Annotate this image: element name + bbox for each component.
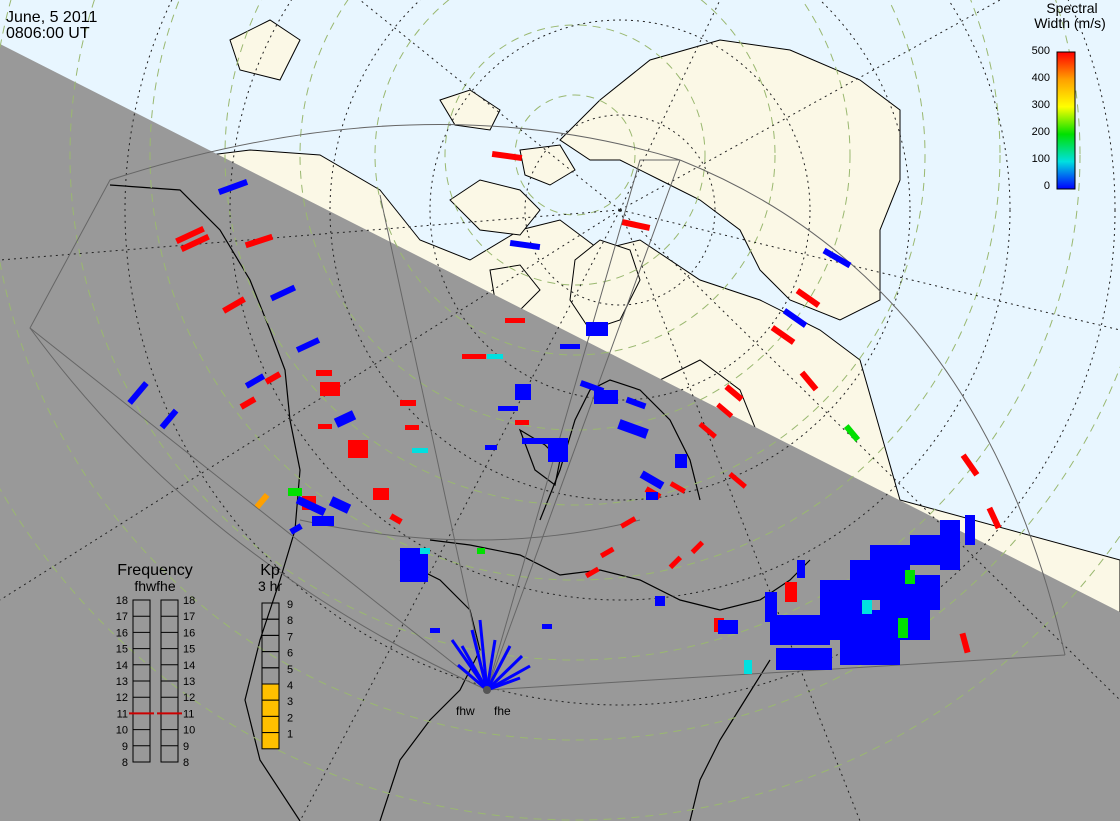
radar-label-fhw: fhw <box>456 704 475 718</box>
kp-level: 4 <box>287 680 293 692</box>
frequency-level-left: 11 <box>117 708 128 720</box>
kp-level: 9 <box>287 599 293 611</box>
frequency-panel: Frequency fhwfhe 18 18 17 17 16 16 15 15 14 14 13 1… <box>116 562 196 769</box>
frequency-level-right: 13 <box>183 676 195 688</box>
frequency-level-right: 10 <box>183 725 195 737</box>
frequency-level-left: 15 <box>116 644 128 656</box>
kp-level: 6 <box>287 648 293 660</box>
radar-label-fhe: fhe <box>494 704 511 718</box>
nightside-coastlines <box>109 184 811 821</box>
frequency-level-left: 9 <box>122 741 128 753</box>
kp-level: 3 <box>287 696 293 708</box>
kp-level: 8 <box>287 615 293 627</box>
kp-cell <box>261 732 280 750</box>
legend-tick: 0 <box>1044 180 1050 192</box>
kp-cell <box>261 699 280 717</box>
legend-title-2: Width (m/s) <box>1034 15 1106 31</box>
frequency-level-right: 16 <box>183 627 195 639</box>
scatter-echoes <box>127 150 1002 692</box>
legend-tick: 500 <box>1032 45 1050 57</box>
kp-panel: Kp 3 hr 9 8 7 6 5 4 3 2 1 <box>258 562 293 750</box>
frequency-title: Frequency <box>117 562 193 579</box>
kp-level: 7 <box>287 631 293 643</box>
frequency-level-left: 17 <box>116 611 128 623</box>
kp-level: 5 <box>287 664 293 676</box>
legend-tick: 400 <box>1032 72 1050 84</box>
kp-title: Kp <box>260 562 280 579</box>
frequency-level-right: 12 <box>183 692 195 704</box>
time-label: 0806:00 UT <box>6 25 90 42</box>
frequency-level-right: 11 <box>183 708 194 720</box>
frequency-level-left: 12 <box>116 692 128 704</box>
frequency-subtitle: fhwfhe <box>134 578 175 594</box>
colorbar <box>1056 51 1076 190</box>
frequency-level-left: 14 <box>116 660 128 672</box>
kp-level: 1 <box>287 729 293 741</box>
legend-tick: 200 <box>1032 126 1050 138</box>
radar-fov <box>29 123 1066 691</box>
legend-tick: 100 <box>1032 153 1050 165</box>
date-label: June, 5 2011 <box>6 9 98 26</box>
frequency-level-right: 9 <box>183 741 189 753</box>
radar-sites: fhw fhe <box>456 686 511 718</box>
frequency-level-left: 16 <box>116 627 128 639</box>
frequency-level-right: 14 <box>183 660 195 672</box>
frequency-level-left: 13 <box>116 676 128 688</box>
radar-site-marker <box>483 686 491 694</box>
kp-level: 2 <box>287 712 293 724</box>
kp-cell <box>261 715 280 734</box>
frequency-level-right: 18 <box>183 595 195 607</box>
spectral-width-legend: Spectral Width (m/s) 500 400 300 200 100… <box>1032 0 1106 192</box>
legend-tick: 300 <box>1032 99 1050 111</box>
frequency-level-right: 15 <box>183 644 195 656</box>
frequency-level-left: 10 <box>116 725 128 737</box>
legend-title-1: Spectral <box>1046 0 1097 16</box>
kp-cell <box>261 683 280 701</box>
kp-subtitle: 3 hr <box>258 578 282 594</box>
frequency-level-left: 8 <box>122 757 128 769</box>
frequency-level-right: 17 <box>183 611 195 623</box>
frequency-level-left: 18 <box>116 595 128 607</box>
frequency-level-right: 8 <box>183 757 189 769</box>
